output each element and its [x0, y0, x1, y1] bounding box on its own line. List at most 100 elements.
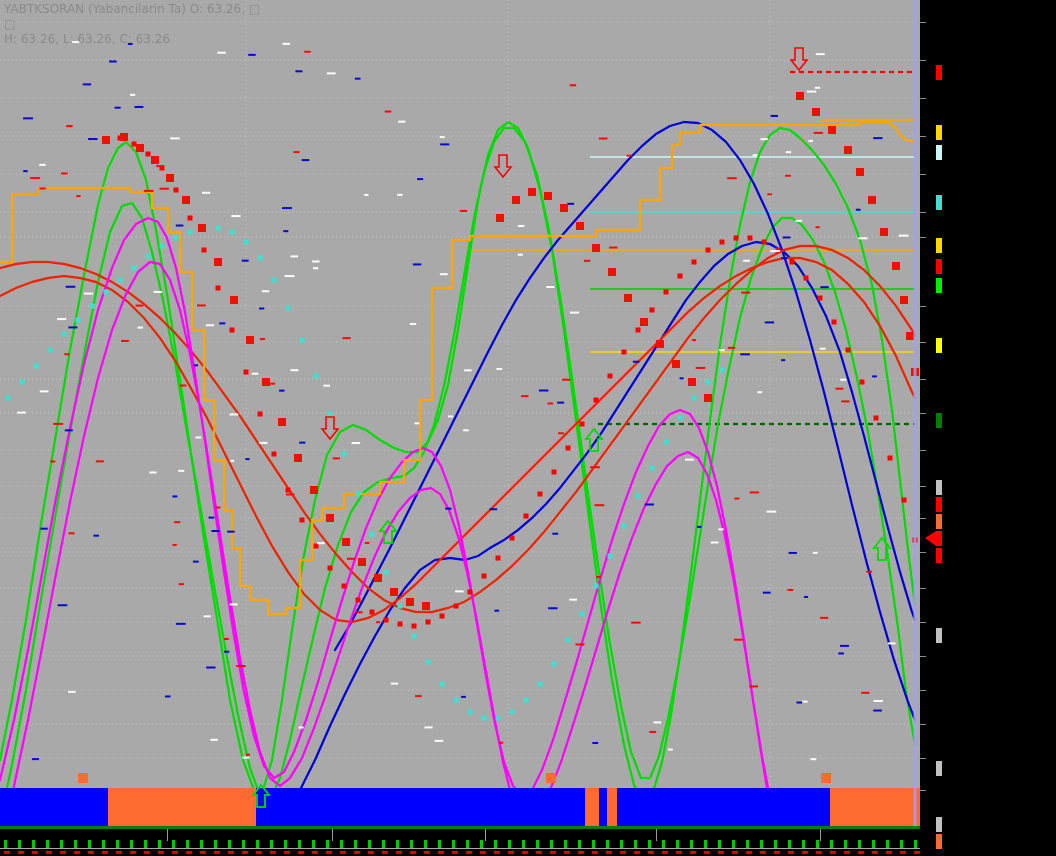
time-axis-subtick [424, 851, 430, 854]
series-dot-red-dots-descending [229, 327, 235, 333]
series-dot-cyan-dots [677, 415, 683, 421]
price-tag[interactable] [936, 278, 942, 293]
price-tag[interactable] [936, 480, 942, 495]
dash-marker [159, 187, 169, 190]
dash-marker [873, 137, 883, 140]
series-dot-cyan-dots [593, 583, 599, 589]
series-dot-cyan-dots [453, 697, 459, 703]
series-dot-red-dots-descending [439, 613, 445, 619]
dash-marker [295, 70, 303, 73]
series-dot-red-dots-descending [747, 235, 753, 241]
dash-marker [592, 741, 599, 744]
price-tag[interactable] [936, 195, 942, 210]
dash-marker [109, 60, 117, 63]
series-dot-red-dots-descending [425, 619, 431, 625]
price-tag[interactable] [936, 125, 942, 140]
time-axis-subtick [662, 851, 668, 854]
series-dot-red-dots-descending [355, 597, 361, 603]
price-tag[interactable] [936, 413, 942, 428]
red-square-marker [358, 558, 366, 566]
time-axis[interactable] [0, 826, 920, 856]
price-chart-pane[interactable] [0, 0, 920, 856]
series-dot-red-dots-descending [453, 603, 459, 609]
price-tag[interactable] [936, 628, 942, 643]
volume-dot [821, 773, 831, 783]
time-axis-subtick [872, 851, 878, 854]
series-line-magenta-upper [0, 216, 788, 856]
time-axis-tick [648, 840, 651, 849]
dash-marker [598, 137, 608, 140]
dash-marker [575, 643, 585, 646]
dash-marker [224, 650, 230, 653]
dash-marker [219, 322, 226, 325]
price-tick-mark [920, 22, 926, 23]
series-dot-red-dots-descending [789, 259, 795, 265]
price-tag[interactable] [936, 497, 942, 512]
time-axis-subtick [60, 851, 66, 854]
dash-marker [39, 390, 49, 393]
dash-marker [76, 195, 81, 198]
time-axis-subtick [536, 851, 542, 854]
price-tick-mark [920, 724, 926, 725]
price-tag[interactable] [936, 259, 942, 274]
dash-marker [596, 575, 601, 578]
series-dot-cyan-dots [523, 697, 529, 703]
time-axis-subtick [914, 851, 920, 854]
dash-marker [23, 170, 28, 173]
dash-marker [88, 138, 98, 141]
time-axis-separator [332, 827, 333, 841]
price-tag[interactable] [936, 338, 942, 353]
price-tag[interactable] [936, 238, 942, 253]
time-axis-subtick [704, 851, 710, 854]
price-tag[interactable] [936, 761, 942, 776]
dash-marker [283, 230, 289, 233]
series-dot-red-dots-descending [621, 349, 627, 355]
dash-marker [494, 609, 500, 612]
price-tag[interactable] [936, 817, 942, 832]
dash-marker [801, 700, 808, 703]
red-square-marker [608, 268, 616, 276]
price-tag[interactable] [936, 834, 942, 849]
series-dot-red-dots-descending [537, 491, 543, 497]
dash-marker [594, 504, 605, 507]
dash-marker [770, 114, 779, 117]
time-axis-tick [396, 840, 399, 849]
time-axis-tick [914, 840, 917, 849]
time-axis-tick [480, 840, 483, 849]
dash-marker [521, 395, 529, 398]
price-tick [920, 168, 1056, 181]
price-axis[interactable] [920, 0, 1056, 856]
dash-marker [820, 286, 829, 289]
series-dot-red-dots-descending [565, 445, 571, 451]
series-dot-cyan-dots [621, 523, 627, 529]
series-dot-cyan-dots [719, 367, 725, 373]
time-axis-subtick [172, 851, 178, 854]
dash-marker [299, 441, 306, 444]
dash-marker [364, 541, 370, 544]
dash-marker [376, 621, 381, 624]
price-tag[interactable] [925, 531, 942, 546]
series-dot-red-dots-descending [677, 273, 683, 279]
dash-marker [298, 726, 304, 729]
dash-marker [839, 644, 849, 647]
time-axis-tick [172, 840, 175, 849]
time-axis-tick [466, 840, 469, 849]
series-dot-red-dots-descending [719, 239, 725, 245]
price-tag[interactable] [936, 514, 942, 529]
series-dot-cyan-dots [215, 225, 221, 231]
time-axis-tick [410, 840, 413, 849]
volume-bar [607, 788, 617, 826]
time-axis-subtick [200, 851, 206, 854]
price-tag[interactable] [936, 65, 942, 80]
dash-marker [632, 360, 640, 363]
dash-marker [317, 542, 325, 545]
price-tag[interactable] [936, 548, 942, 563]
dash-marker [172, 495, 178, 498]
price-tick [920, 206, 1056, 219]
dash-marker [129, 93, 136, 96]
time-axis-subtick [368, 851, 374, 854]
series-line-magenta-lower [0, 260, 784, 856]
dash-marker [685, 458, 694, 461]
dash-marker [782, 236, 791, 239]
price-tag[interactable] [936, 145, 942, 160]
